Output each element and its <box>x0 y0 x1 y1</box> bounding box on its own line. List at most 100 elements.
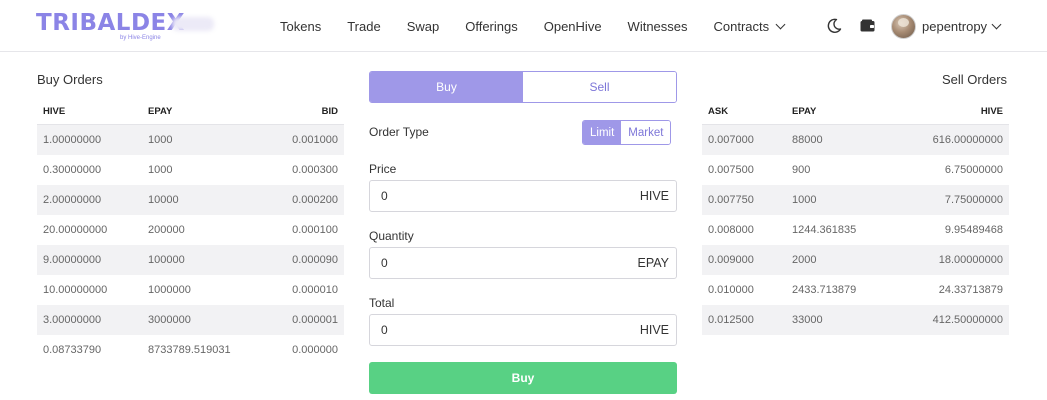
quantity-field: EPAY <box>369 247 677 279</box>
table-cell: 0.000000 <box>292 344 338 356</box>
table-cell: 24.33713879 <box>938 284 1003 296</box>
table-row[interactable]: 1.00000000 1000 0.001000 <box>37 125 344 155</box>
nav-witnesses[interactable]: Witnesses <box>627 18 688 34</box>
tab-sell[interactable]: Sell <box>523 72 676 102</box>
table-cell: 0.000100 <box>292 224 338 236</box>
table-row[interactable]: 10.00000000 1000000 0.000010 <box>37 275 344 305</box>
table-cell: 900 <box>792 164 811 176</box>
table-cell: 18.00000000 <box>938 254 1003 266</box>
column-header: HIVE <box>980 105 1003 117</box>
buy-button[interactable]: Buy <box>369 362 677 394</box>
quantity-label: Quantity <box>369 229 414 243</box>
column-header: EPAY <box>148 105 173 117</box>
table-cell: 0.000200 <box>292 194 338 206</box>
blurred-badge <box>172 17 214 31</box>
table-cell: 0.30000000 <box>43 164 102 176</box>
table-cell: 2.00000000 <box>43 194 102 206</box>
table-cell: 1000 <box>148 134 173 146</box>
table-row[interactable]: 20.00000000 200000 0.000100 <box>37 215 344 245</box>
table-cell: 0.001000 <box>292 134 338 146</box>
table-cell: 3000000 <box>148 314 191 326</box>
order-type-label: Order Type <box>369 125 429 139</box>
quantity-input[interactable] <box>370 256 638 270</box>
table-cell: 88000 <box>792 134 823 146</box>
table-cell: 33000 <box>792 314 823 326</box>
order-type-toggle: Limit Market <box>582 120 672 145</box>
top-navbar: TRIBALDEX by Hive-Engine Tokens Trade Sw… <box>0 0 1047 52</box>
sell-orders-title: Sell Orders <box>942 72 1008 87</box>
table-row[interactable]: 0.008000 1244.361835 9.95489468 <box>702 215 1009 245</box>
nav-trade[interactable]: Trade <box>347 18 381 34</box>
table-cell: 0.007000 <box>708 134 754 146</box>
total-input[interactable] <box>370 323 640 337</box>
table-cell: 2433.713879 <box>792 284 857 296</box>
buy-orders-title: Buy Orders <box>37 72 103 87</box>
table-cell: 10000 <box>148 194 179 206</box>
nav-contracts-label: Contracts <box>713 18 770 34</box>
wallet-icon[interactable] <box>860 19 875 32</box>
table-row[interactable]: 0.010000 2433.713879 24.33713879 <box>702 275 1009 305</box>
nav-openhive[interactable]: OpenHive <box>543 18 602 34</box>
total-field: HIVE <box>369 314 677 346</box>
table-row[interactable]: 2.00000000 10000 0.000200 <box>37 185 344 215</box>
table-cell: 0.009000 <box>708 254 754 266</box>
nav-offerings[interactable]: Offerings <box>465 18 518 34</box>
total-label: Total <box>369 296 395 310</box>
table-cell: 9.95489468 <box>944 224 1003 236</box>
table-row[interactable]: 0.007500 900 6.75000000 <box>702 155 1009 185</box>
table-cell: 10.00000000 <box>43 284 108 296</box>
table-row[interactable]: 0.009000 2000 18.00000000 <box>702 245 1009 275</box>
column-header: ASK <box>708 105 729 117</box>
buy-orders-table: HIVE EPAY BID 1.00000000 1000 0.001000 0.30… <box>37 98 344 365</box>
price-label: Price <box>369 162 397 176</box>
price-unit: HIVE <box>639 189 669 203</box>
limit-option[interactable]: Limit <box>583 121 622 144</box>
table-cell: 6.75000000 <box>944 164 1003 176</box>
table-cell: 0.000300 <box>292 164 338 176</box>
table-cell: 1000000 <box>148 284 191 296</box>
quantity-unit: EPAY <box>637 256 670 270</box>
table-cell: 1.00000000 <box>43 134 102 146</box>
table-cell: 1244.361835 <box>792 224 857 236</box>
table-cell: 3.00000000 <box>43 314 102 326</box>
table-row[interactable]: 0.08733790 8733789.519031 0.000000 <box>37 335 344 365</box>
total-unit: HIVE <box>639 323 669 337</box>
table-cell: 9.00000000 <box>43 254 102 266</box>
buy-sell-tabs: Buy Sell <box>369 71 677 103</box>
moon-icon[interactable] <box>826 18 842 34</box>
table-header: HIVE EPAY BID <box>37 98 344 125</box>
nav-tokens[interactable]: Tokens <box>280 18 322 34</box>
table-row[interactable]: 0.30000000 1000 0.000300 <box>37 155 344 185</box>
table-cell: 0.008000 <box>708 224 754 236</box>
avatar[interactable] <box>891 14 916 39</box>
chevron-down-icon <box>775 19 786 29</box>
logo-text: TRIBALDEX <box>36 10 185 36</box>
table-cell: 8733789.519031 <box>148 344 231 356</box>
chevron-down-icon[interactable] <box>991 19 1002 30</box>
table-cell: 2000 <box>792 254 817 266</box>
table-cell: 0.007750 <box>708 194 754 206</box>
table-cell: 1000 <box>148 164 173 176</box>
table-cell: 20.00000000 <box>43 224 108 236</box>
table-row[interactable]: 9.00000000 100000 0.000090 <box>37 245 344 275</box>
tribaldex-logo[interactable]: TRIBALDEX by Hive-Engine <box>36 10 185 41</box>
nav-contracts[interactable]: Contracts <box>713 18 786 34</box>
column-header: BID <box>321 105 338 117</box>
price-input[interactable] <box>370 189 640 203</box>
table-row[interactable]: 3.00000000 3000000 0.000001 <box>37 305 344 335</box>
nav-swap[interactable]: Swap <box>406 18 440 34</box>
table-cell: 100000 <box>148 254 185 266</box>
table-row[interactable]: 0.007750 1000 7.75000000 <box>702 185 1009 215</box>
sell-orders-table: ASK EPAY HIVE 0.007000 88000 616.00000000 0… <box>702 98 1009 335</box>
price-field: HIVE <box>369 180 677 212</box>
table-cell: 0.010000 <box>708 284 754 296</box>
username[interactable]: pepentropy <box>922 19 988 34</box>
table-row[interactable]: 0.007000 88000 616.00000000 <box>702 125 1009 155</box>
tab-buy[interactable]: Buy <box>370 72 523 102</box>
table-cell: 412.50000000 <box>932 314 1003 326</box>
table-row[interactable]: 0.012500 33000 412.50000000 <box>702 305 1009 335</box>
market-option[interactable]: Market <box>621 121 671 144</box>
logo-subtitle: by Hive-Engine <box>120 35 161 41</box>
table-header: ASK EPAY HIVE <box>702 98 1009 125</box>
table-cell: 7.75000000 <box>944 194 1003 206</box>
